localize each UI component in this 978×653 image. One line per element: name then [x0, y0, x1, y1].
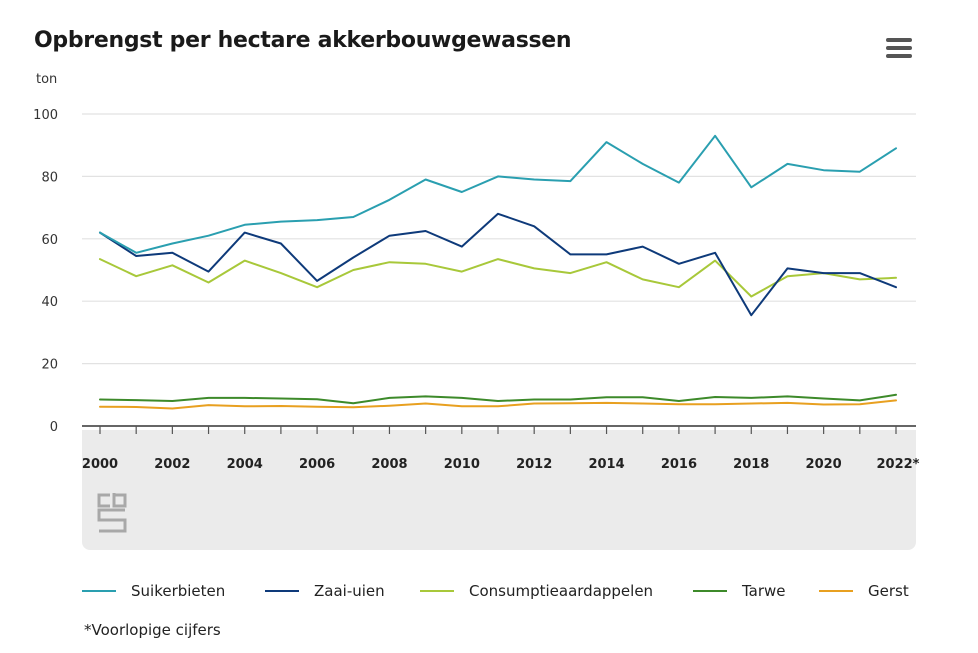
hamburger-menu-icon[interactable] [886, 38, 912, 60]
y-axis-unit: ton [36, 72, 58, 87]
x-tick-label: 2022* [877, 457, 920, 472]
x-tick-label: 2004 [227, 457, 263, 472]
series-line-zaai-uien [99, 212, 897, 317]
y-tick-label: 60 [41, 233, 58, 248]
x-tick-label: 2008 [371, 457, 407, 472]
legend-swatch [420, 590, 454, 592]
series-line-gerst [99, 399, 897, 410]
y-tick-label: 20 [41, 358, 58, 373]
legend-label: Zaai-uien [314, 582, 385, 600]
cbs-logo-icon [97, 493, 127, 533]
x-tick-label: 2006 [299, 457, 335, 472]
legend-item-suikerbieten[interactable]: Suikerbieten [82, 582, 225, 600]
y-tick-label: 100 [33, 108, 58, 123]
legend-label: Gerst [868, 582, 909, 600]
x-tick-label: 2000 [82, 457, 118, 472]
x-tick-label: 2010 [444, 457, 480, 472]
legend: Suikerbieten Zaai-uien Consumptieaardappel… [82, 582, 922, 606]
series-line-consumptieaardappelen [99, 258, 897, 298]
x-tick-label: 2002 [154, 457, 190, 472]
series-lines [99, 134, 897, 410]
legend-item-zaai-uien[interactable]: Zaai-uien [265, 582, 385, 600]
legend-label: Suikerbieten [131, 582, 226, 600]
legend-swatch [819, 590, 853, 592]
gridlines [82, 113, 916, 365]
y-tick-label: 80 [41, 170, 58, 185]
series-line-suikerbieten [99, 134, 897, 254]
legend-item-consumptieaardappelen[interactable]: Consumptieaardappelen [420, 582, 653, 600]
x-tick-label: 2016 [661, 457, 697, 472]
x-tick-label: 2012 [516, 457, 552, 472]
chart-footer-panel [82, 430, 916, 550]
y-tick-label: 40 [41, 295, 58, 310]
legend-label: Tarwe [742, 582, 786, 600]
legend-swatch [693, 590, 727, 592]
legend-swatch [265, 590, 299, 592]
y-tick-label: 0 [50, 420, 58, 435]
legend-item-tarwe[interactable]: Tarwe [693, 582, 786, 600]
x-tick-label: 2014 [588, 457, 624, 472]
chart-title: Opbrengst per hectare akkerbouwgewassen [34, 28, 572, 53]
legend-item-gerst[interactable]: Gerst [819, 582, 909, 600]
axes: 0 20 40 60 80 100 2000 2002 2004 2006 2008 2010 2012… [33, 108, 920, 472]
series-line-tarwe [99, 393, 897, 405]
legend-label: Consumptieaardappelen [469, 582, 654, 600]
legend-swatch [82, 590, 116, 592]
x-tick-label: 2020 [806, 457, 842, 472]
footnote: *Voorlopige cijfers [84, 621, 221, 639]
x-tick-label: 2018 [733, 457, 769, 472]
